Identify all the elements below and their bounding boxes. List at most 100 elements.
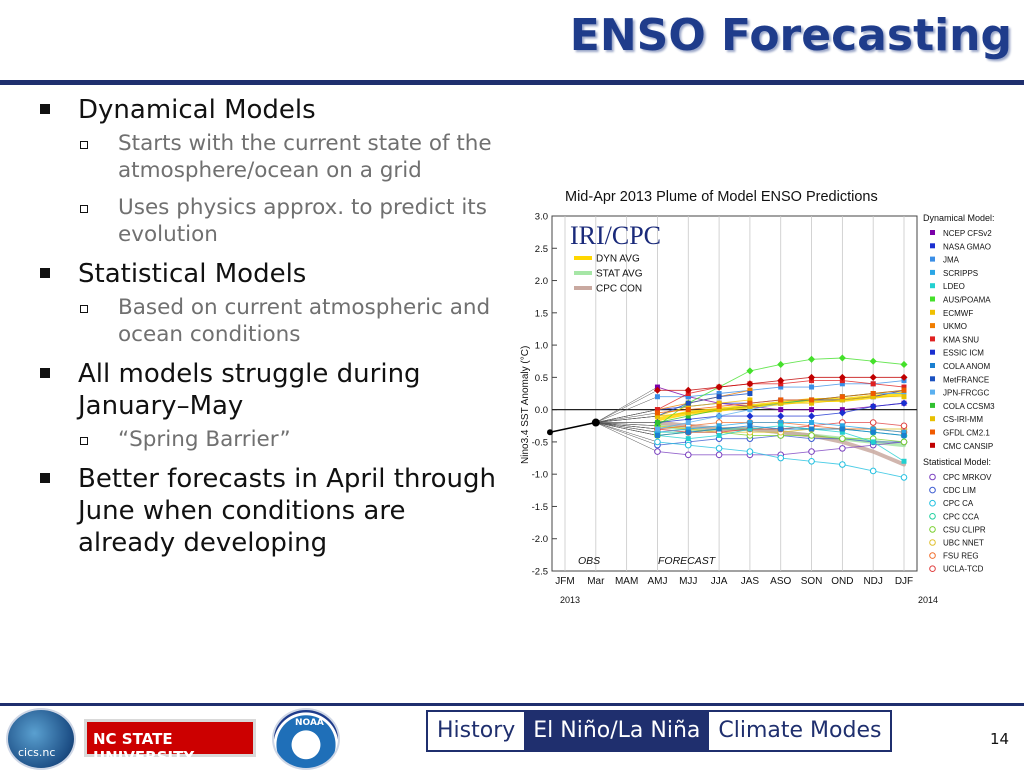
statistical-legend-marker (929, 486, 936, 494)
dynamical-model-point (716, 407, 722, 413)
nav-climate-modes[interactable]: Climate Modes (709, 712, 891, 750)
model-legend: Dynamical Model: NCEP CFSv2 NASA GMAO JMA SC… (923, 213, 995, 574)
dynamical-legend-label: KMA SNU (943, 335, 979, 344)
y-tick-label: 1.0 (535, 341, 548, 352)
statistical-model-point (869, 419, 877, 426)
obs-line (549, 421, 596, 433)
dynamical-model-point (685, 413, 691, 419)
sub-bullet: Uses physics approx. to predict its evol… (36, 194, 506, 248)
dynamical-model-point (870, 394, 876, 400)
statistical-model-point (715, 445, 723, 452)
plot-area: JFM Mar MAM AMJ MJJ JJA JAS ASO SON OND NDJ DJF 3.0 2… (532, 212, 918, 587)
dynamical-model-point (747, 397, 753, 403)
dynamical-model-point (747, 420, 753, 426)
dynamical-model-point (809, 426, 815, 432)
bottom-divider (0, 703, 1024, 706)
average-legend: DYN AVG STAT AVG CPC CON (574, 254, 643, 295)
bullet-models-struggle: All models struggle during January–May (36, 358, 506, 422)
statistical-legend-label: CSU CLIPR (943, 525, 986, 534)
spread-line (595, 415, 658, 423)
dynamical-model-point (654, 394, 660, 400)
dynamical-model-point (870, 439, 876, 445)
section-nav: History El Niño/La Niña Climate Modes (426, 710, 893, 752)
statistical-model-point (839, 445, 846, 452)
dynamical-model-point (654, 429, 660, 435)
spread-line (595, 390, 658, 423)
dynamical-legend-label: SCRIPPS (943, 269, 978, 278)
forecast-label: FORECAST (658, 555, 717, 567)
statistical-legend-marker (929, 552, 936, 559)
dynamical-model-point (901, 391, 907, 396)
dynamical-model-point (716, 432, 722, 438)
statistical-legend-marker (929, 499, 936, 507)
y-axis-label: Nino3.4 SST Anomaly (°C) (520, 346, 531, 464)
page-number: 14 (990, 730, 1010, 748)
square-bullet-icon (40, 268, 50, 278)
dynamical-model-line (657, 393, 750, 417)
dynamical-model-point (685, 429, 691, 435)
spread-line (595, 422, 658, 436)
dynamical-model-point (838, 373, 846, 381)
dynamical-model-point (869, 373, 877, 381)
dynamical-model-point (870, 426, 876, 432)
dynamical-model-point (900, 399, 908, 407)
iri-cpc-logo: IRI/CPC (570, 221, 661, 250)
dynamical-legend-marker (930, 269, 935, 275)
statistical-legend-label: UBC NNET (943, 539, 984, 548)
dynamical-model-point (900, 373, 908, 381)
statistical-legend-header: Statistical Model: (923, 457, 991, 467)
statistical-legend-label: CPC CCA (943, 512, 980, 521)
dynamical-legend-label: NASA GMAO (943, 242, 991, 251)
average-legend-label: DYN AVG (596, 254, 640, 265)
dynamical-model-point (870, 381, 876, 387)
statistical-model-point (869, 467, 877, 475)
dynamical-model-point (901, 429, 907, 435)
y-tick-label: 2.0 (535, 276, 548, 287)
dynamical-model-point (654, 426, 660, 432)
statistical-legend-label: CDC LIM (943, 486, 976, 495)
dynamical-model-point (778, 384, 784, 390)
x-tick-label: MJJ (679, 576, 697, 587)
y-tick-label: -1.0 (532, 470, 548, 481)
spread-line (595, 409, 658, 423)
dynamical-model-point (747, 426, 753, 432)
dynamical-legend-label: CS-IRI-MM (943, 415, 983, 424)
dynamical-model-point (716, 403, 722, 409)
top-divider (0, 80, 1024, 85)
statistical-model-point (808, 432, 815, 439)
dynamical-model-point (654, 413, 660, 419)
dynamical-legend-label: CMC CANSIP (943, 442, 993, 451)
statistical-model-point (777, 454, 785, 462)
dynamical-model-point (778, 420, 784, 426)
statistical-model-point (839, 435, 846, 442)
spread-line (595, 422, 658, 446)
statistical-model-point (715, 451, 723, 459)
spread-line (595, 386, 658, 423)
dynamical-model-point (778, 426, 784, 432)
x-tick-label: AMJ (647, 576, 667, 587)
dynamical-model-point (685, 400, 691, 406)
statistical-legend-marker (929, 539, 936, 546)
dynamical-legend-marker (930, 296, 935, 302)
y-tick-label: -0.5 (532, 437, 548, 448)
spread-line (595, 422, 658, 433)
nav-el-nino-la-nina[interactable]: El Niño/La Niña (524, 712, 710, 750)
y-tick-label: 0.5 (535, 373, 548, 384)
dynamical-model-point (747, 391, 753, 396)
spread-line (595, 412, 658, 423)
nav-history[interactable]: History (428, 712, 525, 750)
dynamical-legend-label: MetFRANCE (943, 375, 989, 384)
statistical-legend-marker (929, 565, 936, 573)
statistical-model-point (900, 422, 908, 430)
y-tick-label: 1.5 (535, 308, 548, 319)
year-end-label: 2014 (918, 595, 938, 605)
dynamical-model-point (900, 360, 908, 368)
dynamical-model-point (870, 429, 876, 435)
dynamical-legend-marker (930, 309, 935, 315)
sub-bullet: Based on current atmospheric and ocean c… (36, 294, 506, 348)
dynamical-legend-marker (930, 323, 935, 329)
dynamical-model-point (839, 426, 845, 432)
dynamical-legend-marker (930, 416, 935, 422)
statistical-legend-label: FSU REG (943, 552, 979, 561)
average-legend-label: CPC CON (596, 284, 642, 295)
